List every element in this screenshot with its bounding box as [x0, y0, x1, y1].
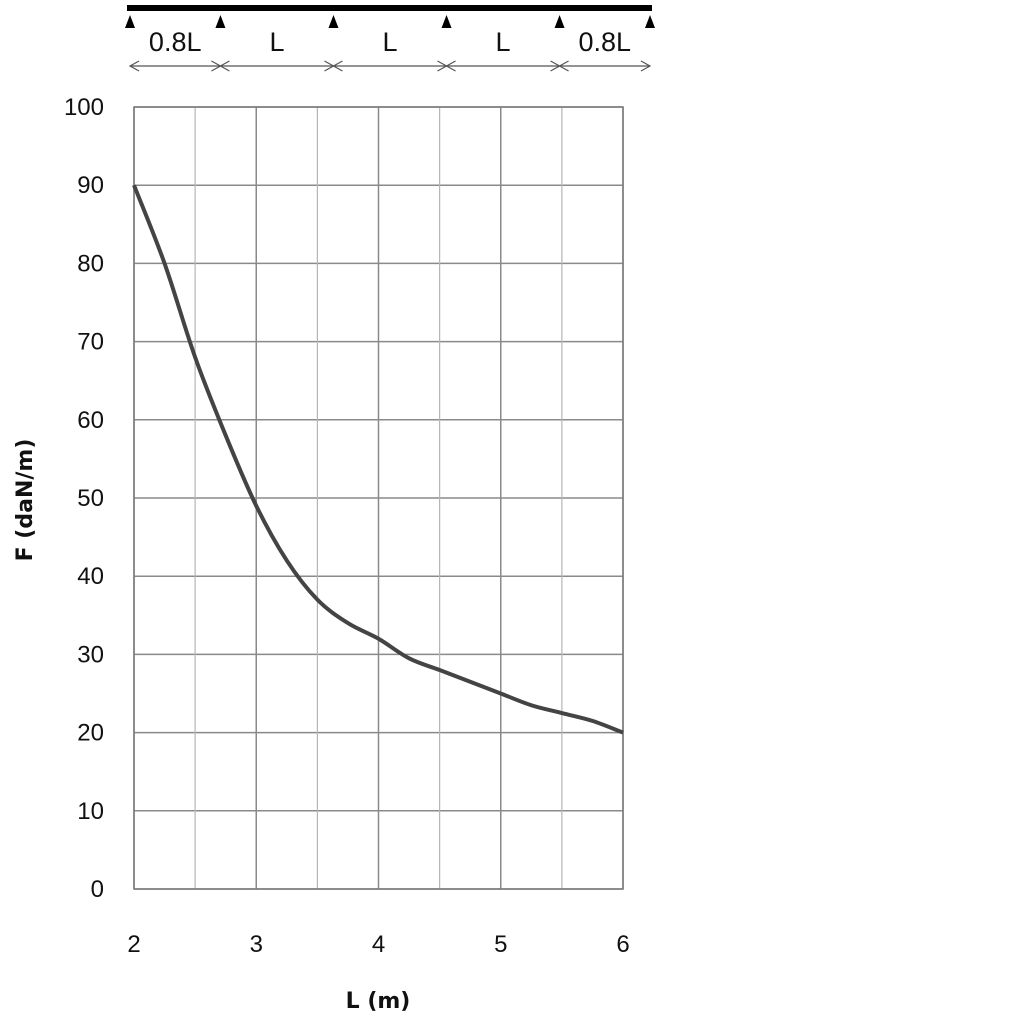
dimension-arrowhead [558, 60, 569, 72]
dimension-arrowhead [640, 60, 652, 72]
dimension-arrowhead [332, 60, 343, 72]
support-triangle [441, 15, 452, 28]
y-tick-label: 80 [77, 250, 104, 277]
dimension-arrowhead [445, 60, 456, 72]
support-triangle [215, 15, 226, 28]
y-tick-label: 60 [77, 407, 104, 434]
y-axis-title: F (daN/m) [13, 439, 38, 562]
y-tick-label: 70 [77, 329, 104, 356]
x-tick-labels: 2 3 4 5 6 [127, 931, 629, 958]
span-label: L [269, 27, 284, 57]
support-triangle [554, 15, 565, 28]
y-tick-label: 20 [77, 720, 104, 747]
y-tick-label: 10 [77, 798, 104, 825]
series-line [132, 184, 624, 735]
x-tick-label: 4 [372, 931, 385, 958]
chart-grid [133, 106, 624, 890]
span-label: 0.8L [149, 27, 202, 57]
span-label: L [382, 27, 397, 57]
support-triangle [125, 15, 135, 28]
y-tick-label: 30 [77, 641, 104, 668]
span-label: L [496, 27, 511, 57]
y-tick-label: 0 [91, 876, 104, 903]
y-tick-label: 50 [77, 485, 104, 512]
y-tick-label: 100 [64, 94, 104, 121]
continuous-beam-diagram: 0.8L L L L 0.8L [125, 5, 655, 72]
plot-frame [133, 106, 624, 890]
dimension-arrowhead [128, 60, 140, 72]
y-tick-label: 90 [77, 172, 104, 199]
x-tick-label: 3 [250, 931, 263, 958]
x-tick-label: 5 [494, 931, 507, 958]
x-tick-label: 2 [127, 931, 140, 958]
x-axis-title: L (m) [346, 989, 411, 1014]
y-tick-labels: 0 10 20 30 40 50 60 70 80 90 100 [64, 94, 104, 903]
support-triangle [645, 15, 655, 28]
support-triangle [328, 15, 339, 28]
x-tick-label: 6 [616, 931, 629, 958]
series-group [132, 184, 624, 735]
span-label: 0.8L [579, 27, 632, 57]
y-tick-label: 40 [77, 563, 104, 590]
dimension-arrowhead [219, 60, 230, 72]
